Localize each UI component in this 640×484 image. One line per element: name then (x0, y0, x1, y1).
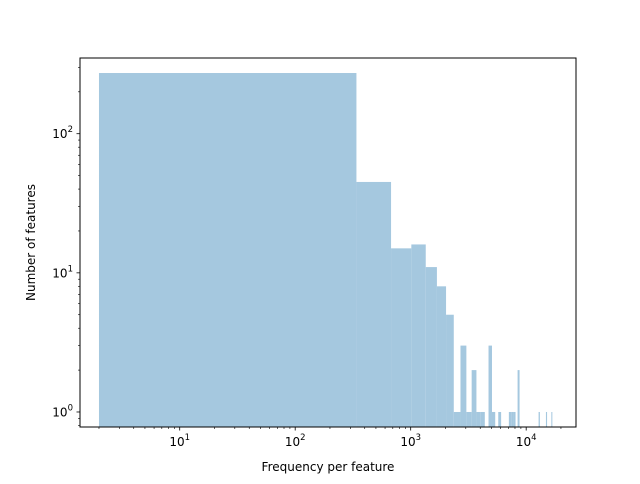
y-tick-label: 102 (52, 125, 73, 141)
y-axis-ticks: 100 101 102 (52, 67, 80, 426)
histogram-bar (460, 345, 467, 427)
histogram-bar (391, 248, 412, 427)
x-tick-label: 101 (169, 433, 190, 449)
y-tick-label: 101 (52, 264, 73, 280)
histogram-bar (513, 411, 516, 427)
histogram-bars (98, 73, 553, 428)
x-tick-label: 102 (285, 433, 306, 449)
histogram-bar (453, 411, 461, 427)
histogram-bar (551, 411, 553, 427)
x-tick-label: 104 (516, 433, 537, 449)
histogram-bar (98, 73, 357, 428)
histogram-bar (476, 411, 481, 427)
histogram-bar (480, 411, 485, 427)
histogram-bar (471, 370, 477, 427)
plot-frame (79, 57, 577, 428)
x-tick-label: 103 (400, 433, 421, 449)
histogram-bar (466, 411, 472, 427)
histogram-bar (491, 411, 496, 427)
y-tick-label: 100 (52, 403, 73, 419)
x-axis-label: Frequency per feature (262, 460, 395, 474)
histogram-bar (508, 411, 512, 427)
histogram-bar (488, 345, 492, 427)
histogram-bar (446, 314, 454, 427)
histogram-bar (511, 411, 514, 427)
histogram-bar (517, 370, 520, 427)
histogram-bar (356, 181, 392, 427)
histogram-bar (538, 411, 540, 427)
x-axis-ticks: 101 102 103 104 (98, 427, 562, 449)
histogram-bar (411, 244, 426, 427)
histogram-bar (436, 286, 447, 427)
histogram-bar (425, 267, 437, 427)
histogram-bar (498, 411, 502, 427)
y-axis-label: Number of features (24, 184, 38, 301)
histogram-bar (545, 411, 548, 427)
